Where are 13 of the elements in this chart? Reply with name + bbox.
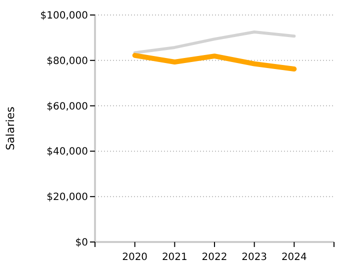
y-tick-label: $0 — [75, 238, 88, 248]
y-tick-label: $100,000 — [40, 10, 88, 22]
y-tick-label: $60,000 — [46, 101, 88, 112]
y-tick-label: $20,000 — [46, 192, 88, 204]
x-tick-label: 2020 — [122, 252, 148, 263]
line-series — [133, 30, 296, 54]
x-tick-label: 2023 — [242, 252, 268, 263]
y-tick-label: $80,000 — [46, 56, 88, 67]
x-tick-label: 2021 — [162, 252, 188, 263]
y-tick-label: $40,000 — [46, 146, 88, 158]
x-tick-label: 2022 — [202, 252, 228, 263]
x-tick-label: 2024 — [281, 252, 307, 263]
y-axis-title: Salaries — [4, 106, 17, 150]
